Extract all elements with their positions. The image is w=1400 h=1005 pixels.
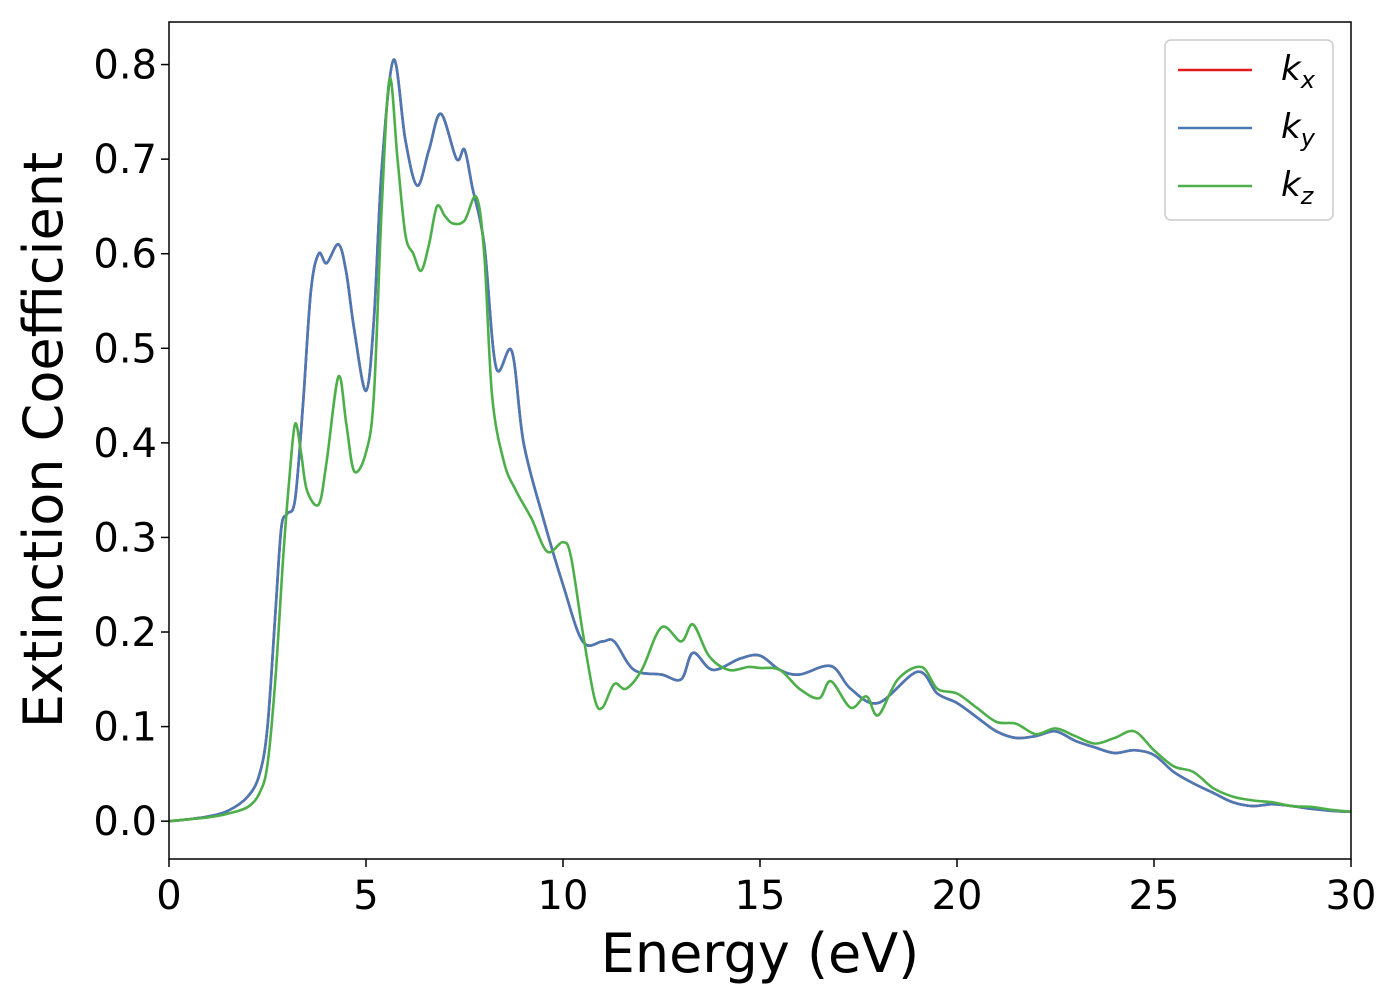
y-tick-label: 0.3 — [93, 515, 157, 561]
legend-label-ky: ky — [1281, 107, 1316, 152]
legend-label-kz: kz — [1281, 165, 1315, 210]
legend-items: kx ky kz — [1178, 49, 1316, 210]
y-tick-label: 0.7 — [93, 137, 157, 183]
x-tick-label: 0 — [156, 873, 181, 919]
x-tick-label: 25 — [1129, 873, 1180, 919]
y-tick-label: 0.8 — [93, 43, 157, 89]
x-axis-label: Energy (eV) — [601, 922, 920, 985]
x-axis-ticks: 0 5 10 15 20 25 30 — [156, 859, 1376, 919]
y-tick-label: 0.5 — [93, 326, 157, 372]
x-tick-label: 5 — [353, 873, 378, 919]
x-tick-label: 30 — [1326, 873, 1377, 919]
series-line-ky — [169, 58, 1351, 823]
y-tick-label: 0.1 — [93, 705, 157, 751]
legend: kx ky kz — [1164, 39, 1334, 221]
legend-box — [1164, 39, 1334, 221]
series-line-kz — [169, 77, 1351, 823]
series-layer — [169, 58, 1351, 823]
legend-label-kx: kx — [1281, 49, 1316, 94]
y-tick-label: 0.6 — [93, 232, 157, 278]
y-tick-label: 0.2 — [93, 610, 157, 656]
y-axis-label: Extinction Coefficient — [12, 152, 75, 728]
x-tick-label: 20 — [932, 873, 983, 919]
x-tick-label: 15 — [735, 873, 786, 919]
y-tick-label: 0.4 — [93, 421, 157, 467]
y-tick-label: 0.0 — [93, 799, 157, 845]
y-axis-ticks: 0.0 0.1 0.2 0.3 0.4 0.5 0.6 0.7 0.8 — [93, 43, 169, 845]
x-tick-label: 10 — [538, 873, 589, 919]
